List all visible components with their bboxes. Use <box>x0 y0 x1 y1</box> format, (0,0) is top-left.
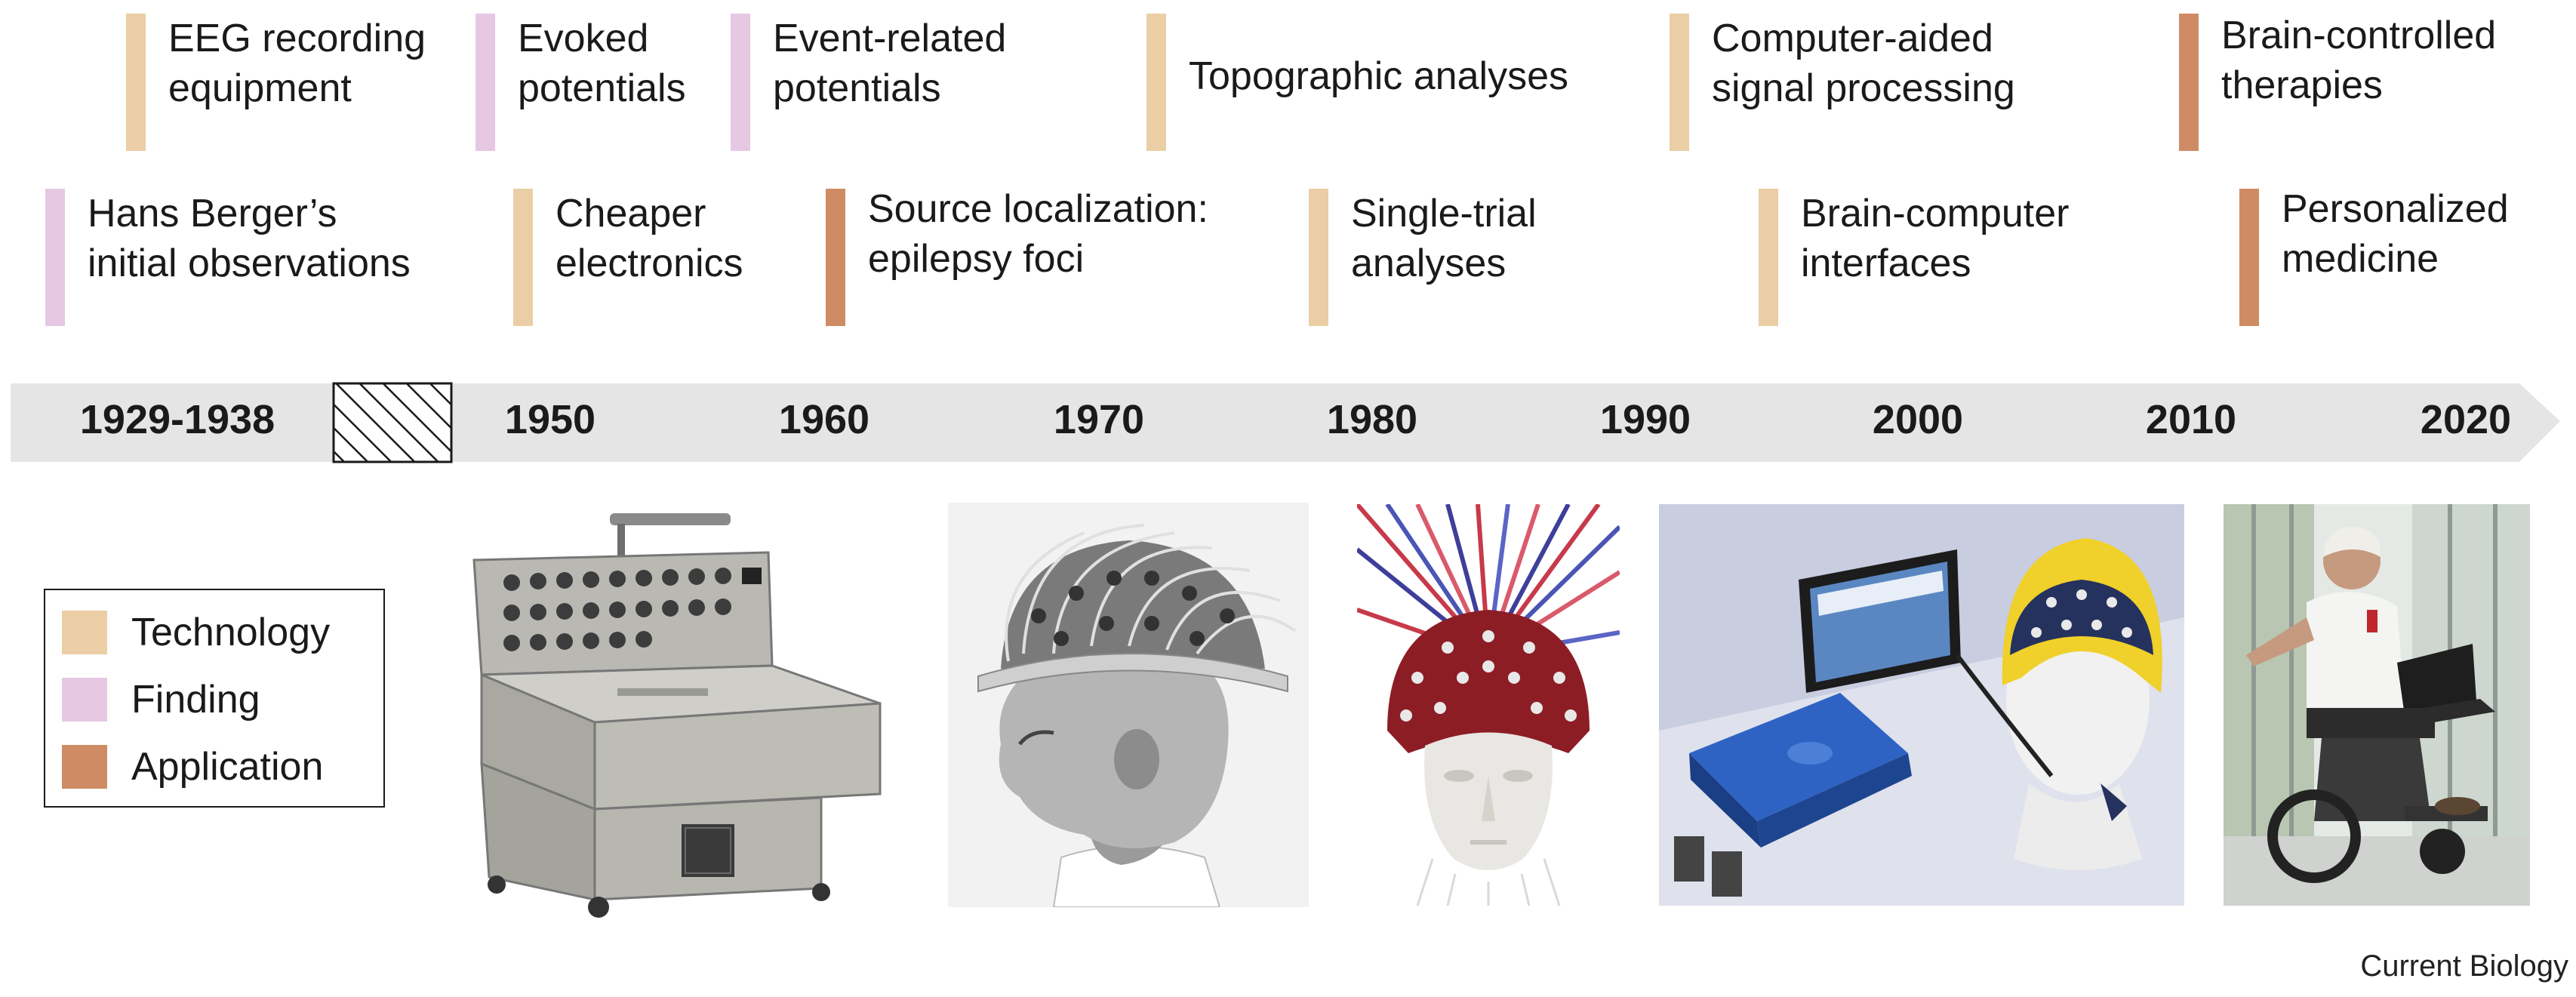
event-single-trial-analyses: Single-trial analyses <box>1309 189 1537 326</box>
legend-item-application: Application <box>62 744 323 789</box>
event-label: Event-related potentials <box>773 17 1007 110</box>
event-eeg-recording-equipment: EEG recording equipment <box>126 14 426 151</box>
timeline-arrow-body <box>11 383 2560 462</box>
eeg-machine-icon <box>466 507 889 921</box>
category-bar <box>45 189 65 326</box>
year-label-1929-1938: 1929-1938 <box>79 397 275 442</box>
year-label-1950: 1950 <box>504 397 596 442</box>
category-bar <box>1670 14 1689 151</box>
legend-item-finding: Finding <box>62 677 260 722</box>
photo-eeg-machine <box>466 507 889 921</box>
electrode-cap-mannequin-icon <box>1357 504 1620 906</box>
event-label: Brain-controlled therapies <box>2221 14 2497 107</box>
year-label-1980: 1980 <box>1326 397 1418 442</box>
photo-electrode-head <box>948 503 1309 907</box>
event-label: Evoked potentials <box>518 17 686 110</box>
event-brain-controlled-therapies: Brain-controlled therapies <box>2179 14 2496 151</box>
legend-swatch <box>62 745 107 789</box>
event-label: EEG recording equipment <box>168 17 426 110</box>
category-bar <box>1146 14 1166 151</box>
category-bar <box>2239 189 2259 326</box>
legend-item-technology: Technology <box>62 610 330 655</box>
legend-label: Finding <box>131 678 260 722</box>
event-brain-computer-interfaces: Brain-computer interfaces <box>1759 189 2069 326</box>
category-bar <box>126 14 146 151</box>
category-bar <box>1759 189 1778 326</box>
category-bar <box>731 14 750 151</box>
event-topographic-analyses: Topographic analyses <box>1146 14 1568 151</box>
timeline-gap-hatch <box>332 382 453 463</box>
event-label: Single-trial analyses <box>1351 192 1537 285</box>
category-bar <box>2179 14 2199 151</box>
category-bar <box>513 189 533 326</box>
wireless-eeg-tablet-icon <box>1659 504 2184 906</box>
event-label: Source localization: epilepsy foci <box>868 187 1208 281</box>
event-evoked-potentials: Evoked potentials <box>475 14 686 151</box>
category-bar <box>1309 189 1328 326</box>
year-label-2000: 2000 <box>1872 397 1964 442</box>
event-label: Hans Berger’s initial observations <box>88 192 411 285</box>
legend: Technology Finding Application <box>44 589 385 808</box>
timeline-arrow <box>11 382 2560 463</box>
legend-swatch <box>62 611 107 654</box>
year-label-1990: 1990 <box>1599 397 1691 442</box>
photo-electrode-cap-mannequin <box>1357 504 1620 906</box>
event-event-related-potentials: Event-related potentials <box>731 14 1006 151</box>
event-computer-aided-signal-processing: Computer-aided signal processing <box>1670 14 2015 151</box>
category-bar <box>475 14 495 151</box>
event-source-localization-epilepsy-foci: Source localization: epilepsy foci <box>826 187 1208 326</box>
legend-label: Application <box>131 745 324 789</box>
event-cheaper-electronics: Cheaper electronics <box>513 189 743 326</box>
photo-wireless-eeg-tablet <box>1659 504 2184 906</box>
event-hans-berger-initial-observations: Hans Berger’s initial observations <box>45 189 411 326</box>
year-label-2010: 2010 <box>2145 397 2237 442</box>
credit-label: Current Biology <box>2360 949 2568 983</box>
year-label-1970: 1970 <box>1053 397 1145 442</box>
year-label-1960: 1960 <box>778 397 870 442</box>
event-label: Computer-aided signal processing <box>1712 17 2015 110</box>
event-label: Cheaper electronics <box>556 192 743 285</box>
event-label: Topographic analyses <box>1189 54 1568 98</box>
category-bar <box>826 189 845 326</box>
photo-bci-wheelchair <box>2224 504 2530 906</box>
bci-wheelchair-icon <box>2224 504 2530 906</box>
event-label: Brain-computer interfaces <box>1801 192 2070 285</box>
legend-swatch <box>62 678 107 722</box>
event-label: Personalized medicine <box>2282 187 2509 281</box>
electrode-head-photo-icon <box>948 503 1309 907</box>
year-label-2020: 2020 <box>2420 397 2512 442</box>
legend-label: Technology <box>131 611 331 654</box>
event-personalized-medicine: Personalized medicine <box>2239 187 2509 326</box>
